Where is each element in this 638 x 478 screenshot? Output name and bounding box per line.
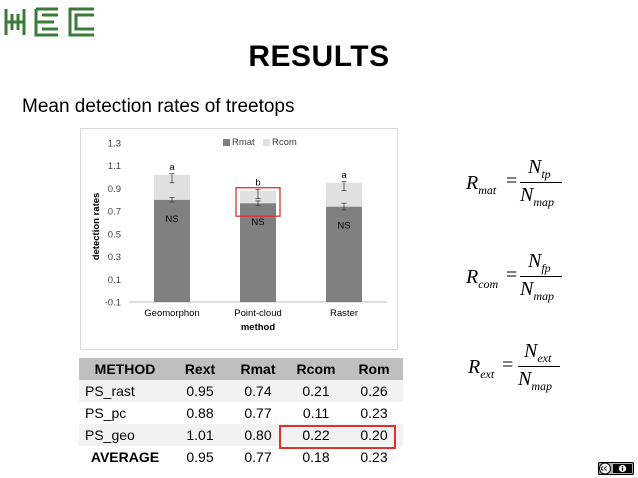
rmat-significance-label: NS [337, 221, 350, 232]
formula-rcom-fraction-bar [520, 276, 562, 277]
bar-rcom [326, 182, 362, 207]
cell-rcom: 0.11 [287, 402, 345, 424]
legend-label-rcom: Rcom [272, 137, 297, 148]
formula-rext-lhs: Rext [468, 356, 495, 381]
cell-rcom: 0.18 [287, 446, 345, 468]
cell-method: PS_pc [79, 402, 171, 424]
rmat-significance-label: NS [251, 217, 264, 228]
y-tick-label: 1.1 [108, 161, 121, 172]
legend-label-rmat: Rmat [232, 137, 255, 148]
cell-rom: 0.23 [345, 446, 403, 468]
header-rext: Rext [171, 358, 229, 380]
formula-rmat-lhs: Rmat [466, 172, 497, 197]
cell-rext: 0.95 [171, 446, 229, 468]
chart-highlight-box [235, 187, 281, 217]
cell-rmat: 0.74 [229, 380, 287, 402]
x-tick-label: Geomorphon [144, 308, 199, 319]
x-tick-label: Raster [330, 308, 358, 319]
header-rmat: Rmat [229, 358, 287, 380]
x-tick-label: Point-cloud [234, 308, 282, 319]
legend-swatch-rcom [263, 139, 270, 146]
cell-method: PS_geo [79, 424, 171, 446]
y-tick-label: -0.1 [105, 298, 121, 309]
cell-rext: 1.01 [171, 424, 229, 446]
rcom-significance-label: a [169, 162, 175, 173]
formula-rmat-denominator: Nmap [520, 184, 555, 209]
header-method: METHOD [79, 358, 171, 380]
y-axis-label: detection rates [91, 193, 102, 261]
table-row: PS_pc 0.88 0.77 0.11 0.23 [79, 402, 403, 424]
formula-rcom: Rcom = Nfp Nmap [466, 250, 576, 304]
page-title: RESULTS [248, 40, 390, 73]
y-tick-label: 0.5 [108, 229, 121, 240]
cell-rom: 0.20 [345, 424, 403, 446]
header-rcom: Rcom [287, 358, 345, 380]
bar-rmat [326, 206, 362, 302]
y-tick-label: 0.9 [108, 184, 121, 195]
table-header-row: METHOD Rext Rmat Rcom Rom [79, 358, 403, 380]
cell-rext: 0.88 [171, 402, 229, 424]
cell-method: PS_rast [79, 380, 171, 402]
formula-rmat-eq: = [506, 170, 518, 192]
formula-rcom-numerator: Nfp [528, 250, 551, 275]
cell-rext: 0.95 [171, 380, 229, 402]
rmat-significance-label: NS [165, 214, 178, 225]
x-axis-label: method [241, 322, 276, 333]
formula-rcom-denominator: Nmap [520, 278, 555, 303]
rcom-significance-label: a [341, 170, 347, 181]
header-rom: Rom [345, 358, 403, 380]
formula-rext-denominator: Nmap [518, 368, 553, 393]
stacked-bar-chart: -0.1 0.1 0.3 0.5 0.7 0.9 1.1 1.3 detection rates… [91, 137, 387, 333]
cell-rcom: 0.21 [287, 380, 345, 402]
y-tick-label: 0.3 [108, 252, 121, 263]
chart-container: -0.1 0.1 0.3 0.5 0.7 0.9 1.1 1.3 detection rates… [80, 128, 398, 350]
y-tick-label: 1.3 [108, 139, 121, 150]
y-tick-label: 0.7 [108, 207, 121, 218]
cell-rmat: 0.80 [229, 424, 287, 446]
page-subtitle: Mean detection rates of treetops [22, 96, 295, 117]
cell-rmat: 0.77 [229, 402, 287, 424]
y-tick-label: 0.1 [108, 275, 121, 286]
formula-rext: Rext = Next Nmap [468, 340, 578, 394]
formula-rcom-eq: = [506, 264, 518, 286]
cell-rmat: 0.77 [229, 446, 287, 468]
formula-rext-eq: = [502, 354, 514, 376]
formula-rcom-lhs: Rcom [466, 266, 499, 291]
formula-rmat: Rmat = Ntp Nmap [466, 156, 576, 210]
table-highlight-box [279, 425, 396, 449]
formula-rext-fraction-bar [518, 366, 560, 367]
formula-rmat-fraction-bar [520, 182, 562, 183]
formula-rext-numerator: Next [524, 340, 552, 365]
results-table: METHOD Rext Rmat Rcom Rom PS_rast 0.95 0… [79, 358, 403, 468]
cell-method: AVERAGE [79, 446, 171, 468]
formula-rmat-numerator: Ntp [528, 156, 551, 181]
table-row: PS_geo 1.01 0.80 0.22 0.20 [79, 424, 403, 446]
legend-swatch-rmat [223, 139, 230, 146]
rcom-significance-label: b [255, 178, 260, 189]
cell-rom: 0.23 [345, 402, 403, 424]
cell-rom: 0.26 [345, 380, 403, 402]
cc-by-icon [598, 462, 634, 475]
table-row: PS_rast 0.95 0.74 0.21 0.26 [79, 380, 403, 402]
bar-rmat [240, 203, 276, 302]
bar-rmat [154, 199, 190, 302]
hec-logo [4, 7, 94, 37]
cell-rcom: 0.22 [287, 424, 345, 446]
table-row-average: AVERAGE 0.95 0.77 0.18 0.23 [79, 446, 403, 468]
